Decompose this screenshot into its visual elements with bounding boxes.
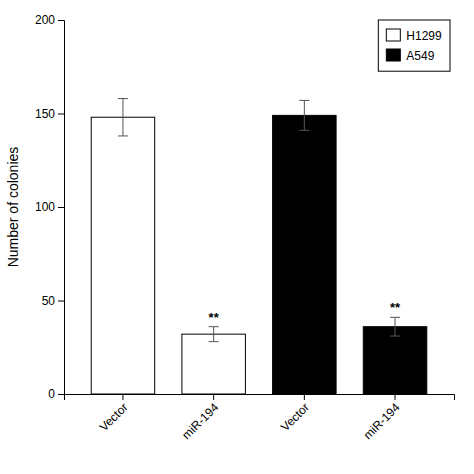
tick: 150: [35, 107, 64, 121]
error-bars: [118, 99, 400, 342]
error-cap: [299, 100, 309, 101]
bar: [91, 117, 154, 394]
tick-mark: [58, 301, 64, 302]
error-bar: [390, 317, 400, 336]
legend-item: H1299: [386, 29, 442, 43]
y-axis: 0 50 100 150 200: [35, 13, 65, 401]
tick-label: Vector: [97, 400, 131, 434]
error-cap: [390, 336, 400, 337]
legend-frame: [378, 20, 450, 71]
y-axis-title: Number of colonies: [5, 147, 21, 268]
bars: [91, 115, 427, 394]
error-cap: [118, 135, 128, 136]
tick-mark: [58, 20, 64, 21]
legend-label: H1299: [406, 29, 442, 43]
legend: H1299 A549: [378, 20, 450, 71]
legend-item: A549: [386, 49, 434, 63]
error-line: [395, 317, 396, 336]
tick-label: Vector: [278, 400, 312, 434]
annotation: **: [390, 300, 401, 315]
tick-label: 200: [35, 13, 55, 27]
tick-mark: [213, 394, 214, 400]
error-cap: [299, 130, 309, 131]
error-cap: [209, 341, 219, 342]
tick: 200: [35, 13, 64, 27]
tick-label: 100: [35, 200, 55, 214]
tick: miR-194: [179, 394, 221, 442]
tick: 0: [48, 387, 64, 401]
error-bar: [118, 99, 128, 136]
tick-label: 50: [42, 294, 56, 308]
legend-label: A549: [406, 49, 434, 63]
legend-swatch: [386, 49, 400, 61]
error-cap: [209, 326, 219, 327]
tick-mark: [58, 207, 64, 208]
plot: ** ** Vector miR-194 Vector miR-194 0 50 100 150 2…: [35, 13, 455, 442]
x-axis: Vector miR-194 Vector miR-194: [65, 394, 455, 442]
bar: [273, 115, 336, 394]
tick-mark: [304, 394, 305, 400]
tick-label: 150: [35, 107, 55, 121]
axis-domain: [58, 21, 65, 395]
bar: [363, 327, 426, 394]
annotations: ** **: [209, 300, 401, 324]
error-cap: [118, 98, 128, 99]
tick-mark: [122, 394, 123, 400]
error-bar: [299, 100, 309, 130]
tick-mark: [58, 394, 64, 395]
annotation: **: [209, 310, 220, 325]
error-line: [122, 99, 123, 136]
error-line: [304, 100, 305, 130]
bar: [182, 334, 245, 394]
tick: 100: [35, 200, 64, 214]
tick-label: miR-194: [179, 400, 221, 442]
chart: ** ** Vector miR-194 Vector miR-194 0 50 100 150 2…: [0, 0, 474, 474]
tick: Vector: [278, 394, 312, 434]
tick: miR-194: [361, 394, 403, 442]
axis-domain: [65, 395, 455, 401]
tick-mark: [395, 394, 396, 400]
error-line: [213, 327, 214, 342]
tick-label: miR-194: [361, 400, 403, 442]
tick-label: 0: [48, 387, 55, 401]
tick-mark: [58, 114, 64, 115]
error-bar: [209, 327, 219, 342]
error-cap: [390, 317, 400, 318]
tick: 50: [42, 294, 64, 308]
tick: Vector: [97, 394, 131, 434]
legend-swatch: [386, 29, 400, 41]
